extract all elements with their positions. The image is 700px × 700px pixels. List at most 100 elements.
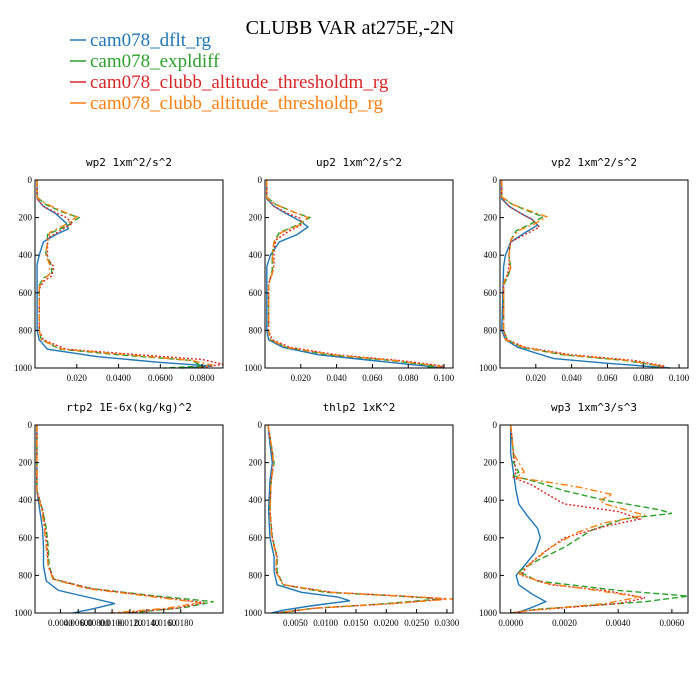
y-tick-label: 200 (484, 458, 498, 468)
y-tick-label: 0 (28, 175, 33, 185)
y-tick-label: 600 (19, 288, 33, 298)
x-tick-label: 0.0140 (134, 618, 159, 628)
legend: cam078_dflt_rgcam078_expldiffcam078_club… (70, 30, 389, 114)
series-line-cam078_clubb_altitude_thresholdm_rg (510, 424, 646, 614)
series-line-cam078_clubb_altitude_thresholdp_rg (36, 180, 213, 369)
series-line-cam078_clubb_altitude_thresholdp_rg (501, 180, 664, 369)
y-tick-label: 400 (249, 495, 263, 505)
panel-title: up2 1xm^2/s^2 (316, 156, 402, 169)
y-tick-label: 600 (484, 288, 498, 298)
series-line-cam078_clubb_altitude_thresholdp_rg (267, 424, 454, 614)
y-tick-label: 600 (249, 288, 263, 298)
axes-frame (499, 424, 689, 614)
x-tick-label: 0.060 (362, 373, 383, 383)
series-line-cam078_expldiff (501, 180, 662, 369)
x-tick-label: 0.040 (326, 373, 347, 383)
legend-label: cam078_expldiff (90, 51, 220, 72)
series-line-cam078_dflt_rg (36, 180, 213, 369)
y-tick-label: 800 (249, 570, 263, 580)
y-tick-label: 1000 (479, 363, 498, 373)
x-tick-label: 0.020 (67, 373, 88, 383)
y-tick-label: 200 (19, 213, 33, 223)
y-tick-label: 600 (249, 533, 263, 543)
series-line-cam078_dflt_rg (266, 180, 445, 369)
x-tick-label: 0.0160 (151, 618, 176, 628)
y-tick-label: 400 (484, 250, 498, 260)
x-tick-label: 0.100 (669, 373, 690, 383)
series-line-cam078_expldiff (267, 424, 441, 614)
panel-5: thlp2 1xK^2 0 200 400 600 800 1000 0.0050 0.0100… (244, 401, 460, 628)
x-tick-label: 0.0100 (313, 618, 338, 628)
panel-title: rtp2 1E-6x(kg/kg)^2 (66, 401, 192, 414)
panel-2: up2 1xm^2/s^2 0 200 400 600 800 1000 0.020 0.040… (244, 156, 455, 383)
series-line-cam078_dflt_rg (501, 180, 671, 369)
series-line-cam078_dflt_rg (510, 425, 548, 614)
y-tick-label: 600 (484, 533, 498, 543)
x-tick-label: 0.0250 (404, 618, 429, 628)
y-tick-label: 800 (19, 570, 33, 580)
x-tick-label: 0.020 (291, 373, 312, 383)
y-tick-label: 0 (258, 420, 263, 430)
x-tick-label: 0.0040 (606, 618, 631, 628)
x-tick-label: 0.0060 (660, 618, 685, 628)
series-line-cam078_clubb_altitude_thresholdp_rg (36, 425, 200, 614)
series-line-cam078_dflt_rg (267, 424, 351, 614)
x-tick-label: 0.080 (398, 373, 419, 383)
x-tick-label: 0.00600 (64, 618, 94, 628)
x-tick-label: 0.040 (561, 373, 582, 383)
panel-title: wp3 1xm^3/s^3 (551, 401, 637, 414)
series-line-cam078_expldiff (266, 180, 436, 369)
panel-3: vp2 1xm^2/s^2 0 200 400 600 800 1000 0.020 0.040… (479, 156, 690, 383)
y-tick-label: 800 (19, 325, 33, 335)
axes-frame (499, 179, 689, 369)
panels: wp2 1xm^2/s^2 0 200 400 600 800 1000 0.020 0.040… (14, 156, 690, 628)
x-tick-label: 0.0600 (148, 373, 173, 383)
x-tick-label: 0.0200 (374, 618, 399, 628)
x-tick-label: 0.0180 (168, 618, 193, 628)
y-tick-label: 1000 (14, 608, 33, 618)
x-tick-label: 0.060 (597, 373, 618, 383)
y-tick-label: 800 (484, 570, 498, 580)
y-tick-label: 200 (249, 213, 263, 223)
y-tick-label: 1000 (14, 363, 33, 373)
x-tick-label: 0.0300 (435, 618, 460, 628)
axes-frame (34, 424, 224, 614)
x-tick-label: 0.0150 (344, 618, 369, 628)
x-tick-label: 0.020 (526, 373, 547, 383)
legend-label: cam078_dflt_rg (90, 30, 212, 51)
y-tick-label: 1000 (479, 608, 498, 618)
y-tick-label: 200 (19, 458, 33, 468)
panel-1: wp2 1xm^2/s^2 0 200 400 600 800 1000 0.020 0.040… (14, 156, 224, 383)
y-tick-label: 800 (484, 325, 498, 335)
x-tick-label: 0.0040 (48, 618, 73, 628)
x-tick-label: 0.0800 (190, 373, 215, 383)
x-tick-label: 0.00800 (81, 618, 111, 628)
y-tick-label: 200 (484, 213, 498, 223)
y-tick-label: 0 (493, 175, 498, 185)
legend-label: cam078_clubb_altitude_thresholdm_rg (90, 72, 389, 93)
y-tick-label: 400 (19, 250, 33, 260)
x-tick-label: 0.0020 (552, 618, 577, 628)
series-line-cam078_dflt_rg (36, 425, 116, 614)
y-tick-label: 600 (19, 533, 33, 543)
series-line-cam078_expldiff (36, 180, 205, 369)
y-tick-label: 400 (19, 495, 33, 505)
panel-title: wp2 1xm^2/s^2 (86, 156, 172, 169)
series-line-cam078_clubb_altitude_thresholdm_rg (36, 425, 205, 614)
y-tick-label: 200 (249, 458, 263, 468)
legend-label: cam078_clubb_altitude_thresholdp_rg (90, 93, 384, 114)
axes-frame (264, 179, 454, 369)
x-tick-label: 0.0120 (118, 618, 143, 628)
x-tick-label: 0.100 (434, 373, 455, 383)
series-line-cam078_clubb_altitude_thresholdm_rg (36, 180, 224, 369)
series-line-cam078_clubb_altitude_thresholdm_rg (266, 180, 445, 369)
x-tick-label: 0.0000 (498, 618, 523, 628)
x-tick-label: 0.0050 (283, 618, 308, 628)
panel-4: rtp2 1E-6x(kg/kg)^2 0 200 400 600 800 1000 0.00… (14, 401, 224, 628)
axes-frame (264, 424, 454, 614)
series-line-cam078_clubb_altitude_thresholdp_rg (510, 424, 646, 614)
series-line-cam078_clubb_altitude_thresholdp_rg (266, 180, 441, 369)
x-tick-label: 0.080 (633, 373, 654, 383)
